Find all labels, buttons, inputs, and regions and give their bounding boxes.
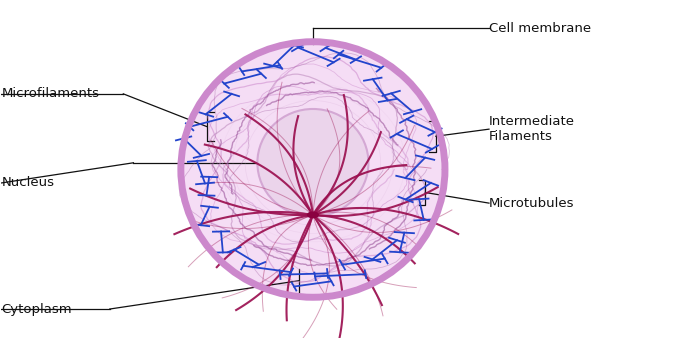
Text: Cell membrane: Cell membrane bbox=[489, 22, 591, 35]
Circle shape bbox=[307, 212, 318, 218]
Text: Microfilaments: Microfilaments bbox=[1, 87, 99, 100]
Text: Nucleus: Nucleus bbox=[1, 176, 54, 190]
Ellipse shape bbox=[181, 42, 445, 297]
Text: Intermediate
Filaments: Intermediate Filaments bbox=[489, 115, 575, 143]
Ellipse shape bbox=[257, 109, 369, 217]
Text: Cytoplasm: Cytoplasm bbox=[1, 302, 72, 316]
Text: Microtubules: Microtubules bbox=[489, 197, 575, 210]
